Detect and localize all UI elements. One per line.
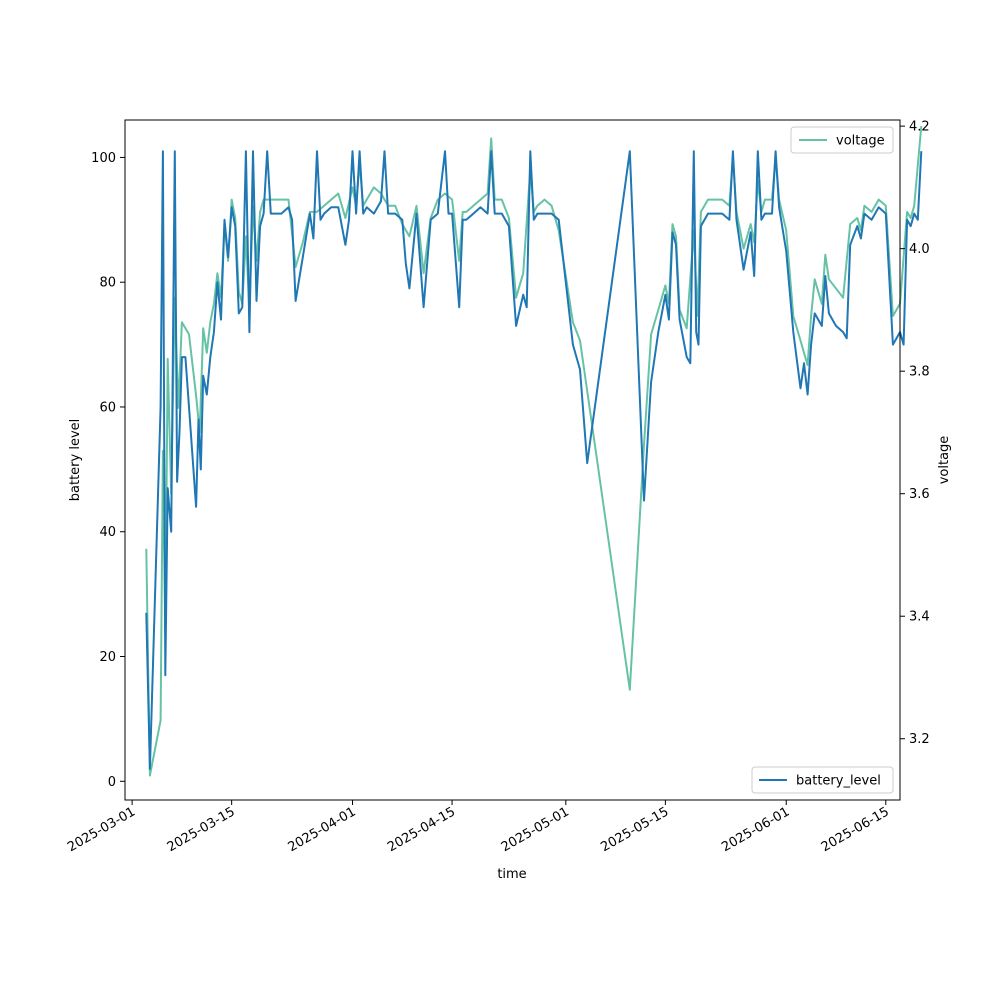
legend-battery-level-box <box>751 766 894 794</box>
y-axis-right: 3.2 3.4 3.6 3.8 4.0 4.2 <box>900 120 930 747</box>
y-left-tick-label: 80 <box>99 276 116 291</box>
y-left-tick-label: 20 <box>99 650 116 665</box>
y-axis-right-label: voltage <box>937 436 952 485</box>
y-left-tick-label: 40 <box>99 525 116 540</box>
y-axis-left-label: battery level <box>68 419 83 502</box>
y-right-tick-label: 3.8 <box>909 365 930 380</box>
y-left-tick-label: 0 <box>108 775 116 790</box>
series-layer <box>145 126 923 777</box>
legend-voltage-label: voltage <box>836 134 885 149</box>
x-axis-label: time <box>497 867 526 882</box>
legend-battery-level: battery_level <box>751 766 894 794</box>
y-left-tick-label: 100 <box>91 151 116 166</box>
y-right-tick-label: 4.0 <box>909 242 930 257</box>
y-right-tick-label: 4.2 <box>909 120 930 135</box>
y-right-tick-label: 3.4 <box>909 610 930 625</box>
y-right-tick-label: 3.2 <box>909 732 930 747</box>
y-axis-left: 0 20 40 60 80 100 <box>91 151 125 790</box>
legend-voltage: voltage <box>790 126 894 154</box>
plot-frame <box>124 119 901 801</box>
y-right-tick-label: 3.6 <box>909 487 930 502</box>
legend-voltage-box <box>790 126 894 154</box>
series-line-battery-level <box>145 150 923 770</box>
legend-battery-level-label: battery_level <box>796 774 881 789</box>
y-left-tick-label: 60 <box>99 400 116 415</box>
